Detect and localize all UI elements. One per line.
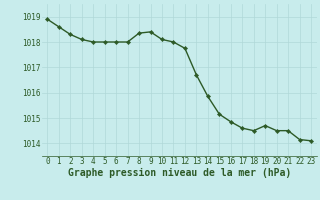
X-axis label: Graphe pression niveau de la mer (hPa): Graphe pression niveau de la mer (hPa) [68,168,291,178]
